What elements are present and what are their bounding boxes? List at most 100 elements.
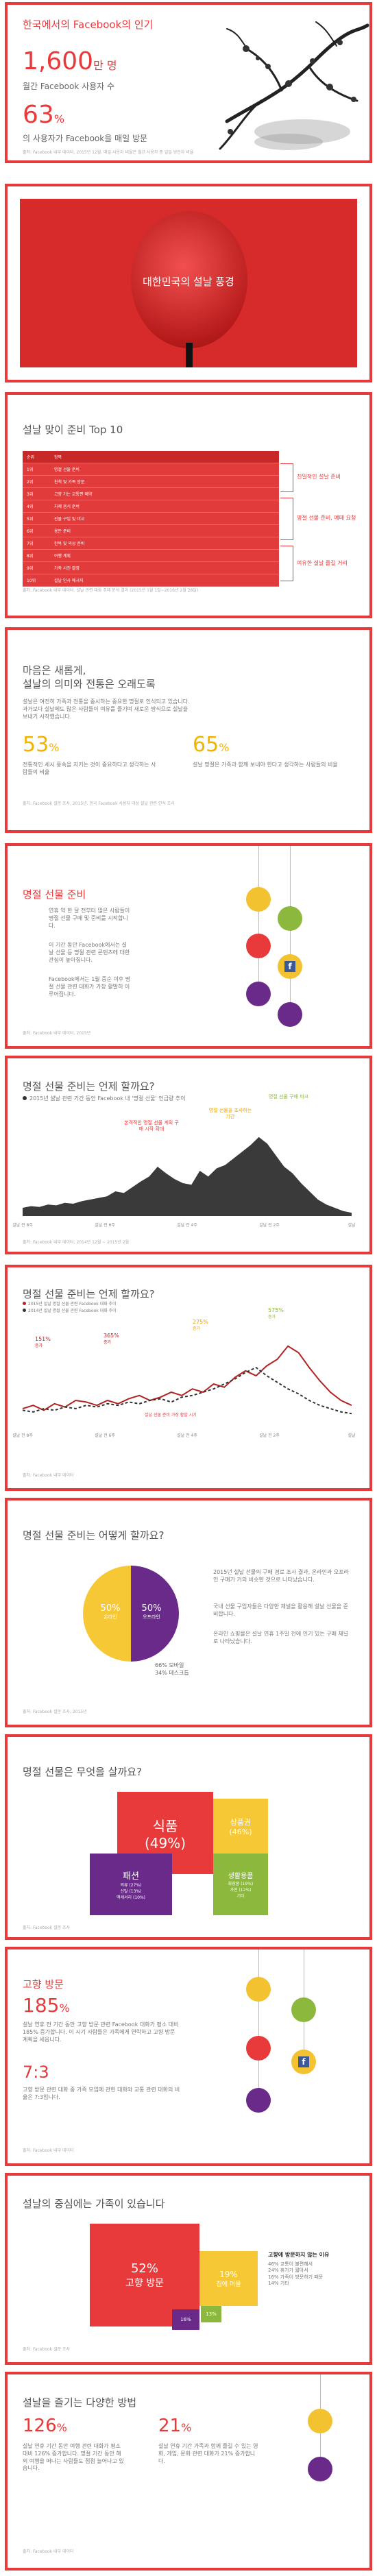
facebook-icon: f — [278, 954, 302, 979]
annotation-575: 575% 증가 — [268, 1307, 284, 1320]
panel-title: 명절 선물 준비는 언제 할까요? — [23, 1288, 155, 1300]
x-tick-label: 설날 전 8주 — [12, 1223, 33, 1228]
panel-gift-when-2: 명절 선물 준비는 언제 할까요? 2015년 설날 명절 선물 관련 Face… — [5, 1265, 372, 1491]
item-cell: 명절 선물 준비 — [54, 467, 80, 472]
item-cell: 고향 가는 교통편 예약 — [54, 492, 93, 497]
body-3: 온라인 쇼핑몰은 설날 연휴 1주일 전에 인기 있는 구매 채널로 나타났습니… — [213, 1631, 349, 1644]
string — [258, 2061, 259, 2088]
annotation-3: 명절 선물 구매 피크 — [268, 1094, 309, 1099]
source-note: 출처: Facebook 내부 데이터. 설날 관련 대화 주제 분석 결과 (… — [23, 588, 199, 593]
panel-hometown: 고향 방문 185% 설날 연휴 전 기간 동안 고향 방문 관련 Facebo… — [5, 1947, 372, 2166]
source-note: 출처: Facebook 설문 조사, 2015년 — [23, 1710, 87, 1714]
table-row: 2위 친척 및 가족 방문 — [23, 476, 279, 488]
stat-65-label: 설날 명절은 가족과 함께 보내야 한다고 생각하는 사람들의 비율 — [193, 762, 338, 768]
rank-cell: 9위 — [27, 566, 34, 571]
annotation-1: 본격적인 명절 선물 계획 구매 시작 확대 — [124, 1120, 179, 1132]
item-cell: 가족 사진 촬영 — [54, 566, 80, 571]
panel-facebook-popularity: 한국에서의 Facebook의 인기 1,600만 명 월간 Facebook … — [5, 2, 372, 163]
panel-title: 고향 방문 — [23, 1978, 64, 1991]
string — [258, 846, 259, 887]
table-row: 3위 고향 가는 교통편 예약 — [23, 488, 279, 500]
annotation-365: 365% 증가 — [104, 1333, 119, 1345]
rank-cell: 7위 — [27, 542, 34, 546]
bracket-2 — [280, 498, 293, 540]
legend-2015: 2015년 설날 명절 선물 관련 Facebook 대화 추이 — [23, 1302, 117, 1307]
x-tick-label: 설날 — [348, 1223, 356, 1228]
line-series-0 — [23, 1345, 352, 1411]
facebook-icon: f — [291, 2050, 316, 2074]
stat-185: 185% — [23, 1994, 70, 2017]
rank-cell: 1위 — [27, 467, 34, 472]
string — [258, 2002, 259, 2036]
table-row: 7위 한복 및 의상 준비 — [23, 537, 279, 550]
item-cell: 한복 및 의상 준비 — [54, 542, 85, 546]
item-cell: 친척 및 가족 방문 — [54, 480, 85, 485]
x-tick-label: 설날 전 6주 — [95, 1223, 115, 1228]
body-1: 연휴 약 한 달 전부터 많은 사람들이 명절 선물 구매 및 준비를 시작합니… — [49, 908, 130, 929]
gift-icon — [246, 887, 271, 912]
panel-title: 명절 선물 준비 — [23, 888, 86, 901]
block-stay-home: 19% 집에 머물 — [199, 2251, 258, 2306]
string — [290, 931, 291, 954]
table-header: 순위 항목 — [23, 451, 279, 463]
mid-note: 설날 선물 준비 가장 활발 시기 — [145, 1413, 197, 1418]
fan-shape — [131, 211, 247, 348]
panel-title: 명절 선물 준비는 언제 할까요? — [23, 1080, 155, 1093]
gift-mentions-chart — [23, 1137, 352, 1216]
side-title: 고향에 방문하지 않는 이유 — [268, 2252, 330, 2258]
source-note: 출처: Facebook 내부 데이터 — [23, 1473, 74, 1478]
stat-daily-pct-label: 의 사용자가 Facebook을 매일 방문 — [23, 134, 148, 143]
body-1: 2015년 설날 선물의 구매 경로 조사 결과, 온라인과 오프라인 구매가 … — [213, 1569, 349, 1583]
body-2: 이 기간 동안 Facebook에서는 설날 선물 등 명절 관련 콘텐츠에 대… — [49, 942, 130, 963]
stat-ratio-body: 고향 방문 관련 대화 중 가족 모임에 관한 대화와 교통 관련 대화의 비율… — [23, 2087, 180, 2100]
annotation-151: 151% 증가 — [35, 1336, 51, 1348]
item-cell: 차례 음식 준비 — [54, 505, 80, 509]
top10-table: 순위 항목 1위 명절 선물 준비 2위 친척 및 가족 방문 3위 고향 가는 교통편 예… — [23, 451, 279, 587]
panel-title: 명절 선물 준비는 어떻게 할까요? — [23, 1529, 165, 1542]
source-note: 출처: Facebook 내부 데이터, 2015년 12월. 매일 사용자 비… — [23, 150, 194, 155]
annotation-2: 명절 선물을 조사하는 기간 — [208, 1108, 252, 1120]
panel-title-line1: 마음은 새롭게, — [23, 664, 86, 677]
shopping-icon — [246, 982, 271, 1006]
stat-126: 126% — [23, 2416, 67, 2436]
stat-ratio: 7:3 — [23, 2063, 49, 2082]
rank-cell: 4위 — [27, 505, 34, 509]
rank-cell: 3위 — [27, 492, 34, 497]
online-offline-donut: 50% 온라인 50% 오프라인 — [83, 1566, 179, 1662]
bracket-1 — [280, 463, 293, 492]
panel-ways-to-enjoy: 설날을 즐기는 다양한 방법 126% 설날 연휴 기간 동안 여행 관련 대화… — [5, 2372, 372, 2571]
item-cell: 용돈 준비 — [54, 529, 71, 534]
scene-title: 대한민국의 설날 풍경 — [143, 276, 234, 288]
stat-53: 53% — [23, 733, 60, 757]
panel-gift-how: 명절 선물 준비는 어떻게 할까요? 50% 온라인 50% 오프라인 66% 모바… — [5, 1498, 372, 1727]
stat-daily-pct: 63% — [23, 101, 65, 129]
item-cell: 여행 계획 — [54, 554, 71, 559]
stat-65: 65% — [193, 733, 230, 757]
rank-cell: 8위 — [27, 554, 34, 559]
table-row: 8위 여행 계획 — [23, 550, 279, 562]
panel-lunar-new-year-scene: 대한민국의 설날 풍경 — [5, 184, 372, 382]
side-body: 46% 교통이 불편해서 24% 휴가가 짧아서 16% 가족이 방문하기 때문… — [268, 2261, 324, 2287]
source-note: 출처: Facebook 내부 데이터 — [23, 2148, 74, 2153]
online-label: 50% 온라인 — [100, 1603, 121, 1620]
chat-icon — [291, 1997, 316, 2022]
tv-icon — [308, 2457, 332, 2481]
table-row: 5위 선물 구입 및 비교 — [23, 513, 279, 525]
panel-title-line2: 설날의 의미와 전통은 오래도록 — [23, 678, 156, 690]
x-tick-label: 설날 전 4주 — [177, 1433, 197, 1438]
stat-185-body: 설날 연휴 전 기간 동안 고향 방문 관련 Facebook 대화가 평소 대… — [23, 2021, 179, 2043]
x-tick-label: 설날 전 6주 — [95, 1433, 115, 1438]
source-note: 출처: Facebook 설문 조사, 2015년. 한국 Facebook 사… — [23, 801, 175, 806]
string — [258, 958, 259, 982]
legend-2014: 2014년 설날 명절 선물 관련 Facebook 대화 추이 — [23, 1309, 117, 1314]
location-icon — [246, 934, 271, 958]
plum-blossom-illustration — [219, 21, 369, 150]
panel-gift-prep: 명절 선물 준비 연휴 약 한 달 전부터 많은 사람들이 명절 선물 구매 및… — [5, 843, 372, 1049]
table-row: 4위 차례 음식 준비 — [23, 500, 279, 513]
source-note: 출처: Facebook 내부 데이터, 2015년 — [23, 1031, 91, 1036]
string — [290, 979, 291, 1002]
table-row: 1위 명절 선물 준비 — [23, 463, 279, 476]
chart-legend: 2015년 설날 관련 기간 동안 Facebook 내 '명절 선물' 언급량… — [23, 1095, 186, 1103]
panel-tradition: 마음은 새롭게, 설날의 의미와 전통은 오래도록 설날은 여전히 가족과 전통… — [5, 627, 372, 833]
string — [258, 912, 259, 934]
